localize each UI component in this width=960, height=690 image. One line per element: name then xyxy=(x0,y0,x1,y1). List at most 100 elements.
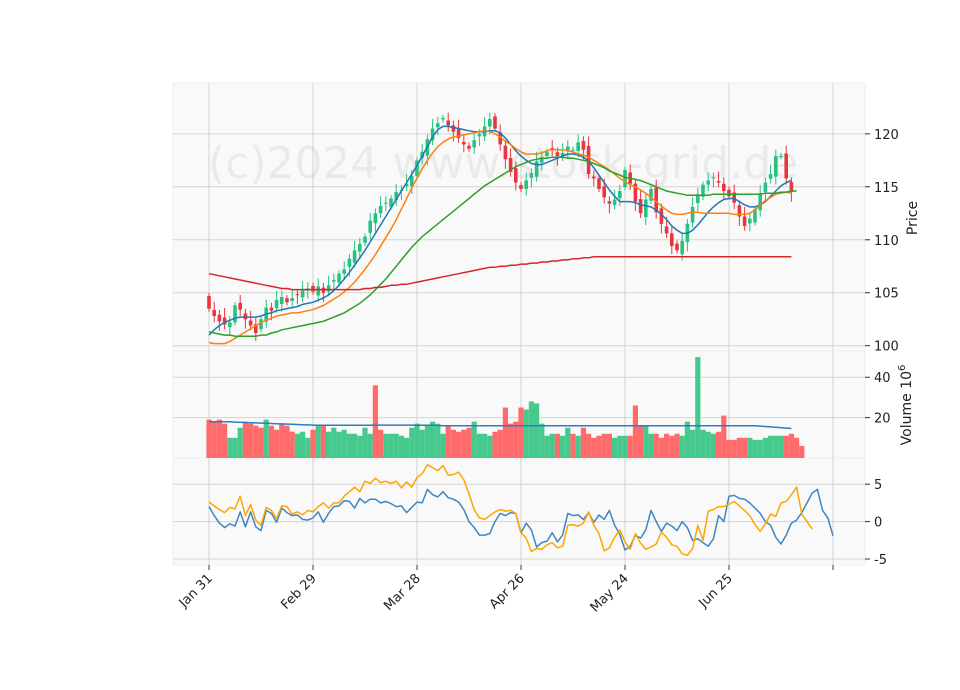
candle-body xyxy=(456,129,461,139)
volume-bar xyxy=(461,429,467,458)
volume-bar xyxy=(263,419,269,458)
candle-body xyxy=(571,149,575,151)
volume-bar xyxy=(393,433,399,458)
volume-bar xyxy=(253,425,259,458)
volume-bar xyxy=(523,409,529,458)
candle-body xyxy=(623,169,627,188)
volume-bar xyxy=(762,437,768,458)
candle-body xyxy=(732,192,736,203)
candle-body xyxy=(644,199,648,218)
volume-bar xyxy=(528,401,534,458)
candle-body xyxy=(784,153,788,179)
osc-y-tick-label: -5 xyxy=(874,553,887,568)
price-axis-label: Price xyxy=(905,201,921,235)
candle-body xyxy=(633,183,638,202)
candle-body xyxy=(670,233,674,247)
volume-bar xyxy=(679,435,685,458)
volume-bar xyxy=(518,407,524,458)
volume-bar xyxy=(211,421,217,458)
candle-body xyxy=(550,148,554,150)
volume-bar xyxy=(580,427,586,458)
candle-body xyxy=(337,273,341,283)
volume-bar xyxy=(331,427,337,458)
volume-bar xyxy=(736,437,742,458)
ma_long-line xyxy=(208,255,792,291)
volume-bar xyxy=(684,421,690,458)
candle-body xyxy=(592,176,596,179)
candle-body xyxy=(347,258,352,267)
volume-bar xyxy=(778,435,784,458)
volume-bar xyxy=(794,437,800,458)
candle-body xyxy=(389,198,393,207)
volume-bar xyxy=(773,435,779,458)
candle-body xyxy=(451,125,456,132)
volume-bar xyxy=(617,435,623,458)
volume-axis-label-text: Volume 10 xyxy=(899,371,915,445)
volume-bar xyxy=(653,433,659,458)
candle-body xyxy=(300,290,305,298)
candle-body xyxy=(748,218,752,224)
candle-body xyxy=(545,151,549,156)
volume-bar xyxy=(554,433,560,458)
candle-body xyxy=(555,152,560,157)
volume-bar xyxy=(372,385,378,458)
volume-bar xyxy=(430,421,436,458)
volume-bar xyxy=(726,439,732,458)
volume-bar xyxy=(419,429,425,458)
volume-bar xyxy=(222,423,228,458)
volume-bar xyxy=(674,433,680,458)
volume-bar xyxy=(497,429,503,458)
volume-bar xyxy=(279,423,285,458)
candle-body xyxy=(540,157,544,163)
volume-bar xyxy=(367,433,373,458)
price-y-tick-label: 100 xyxy=(874,340,899,355)
candle-body xyxy=(722,183,726,192)
volume-bar xyxy=(643,425,649,458)
volume-bar xyxy=(799,445,805,458)
volume-bar xyxy=(341,429,347,458)
volume-bar xyxy=(575,435,581,458)
volume-bar xyxy=(742,437,748,458)
volume-bar xyxy=(232,437,238,458)
candle-body xyxy=(519,185,523,189)
candle-body xyxy=(618,191,622,199)
candle-body xyxy=(737,205,742,217)
candle-body xyxy=(602,186,606,198)
volume-bar xyxy=(586,433,592,458)
candle-body xyxy=(581,141,586,150)
candle-body xyxy=(368,220,372,233)
candle-body xyxy=(503,145,508,160)
volume-bar xyxy=(596,435,602,458)
volume-bar xyxy=(502,407,508,458)
volume-bar xyxy=(565,427,571,458)
volume-bar xyxy=(404,437,410,458)
candle-body xyxy=(638,199,643,214)
volume-bar xyxy=(601,433,607,458)
volume-bar xyxy=(731,439,737,458)
x-tick-label: May 24 xyxy=(588,571,632,615)
volume-bar xyxy=(409,427,415,458)
candle-body xyxy=(534,161,539,177)
volume-bar xyxy=(216,419,222,458)
candle-body xyxy=(779,156,783,158)
volume-bar xyxy=(424,425,430,458)
candle-body xyxy=(612,199,617,206)
candle-body xyxy=(248,320,253,326)
volume-bar xyxy=(710,433,716,458)
watermark: (c)2024 www.stock-grid.de xyxy=(208,138,798,189)
volume-bar xyxy=(757,439,763,458)
candle-body xyxy=(706,180,710,185)
volume-bar xyxy=(456,431,462,458)
volume-bar xyxy=(466,427,472,458)
volume-bar xyxy=(414,423,420,458)
volume-bar xyxy=(534,403,540,458)
volume-bar xyxy=(242,421,248,458)
candle-body xyxy=(493,116,497,129)
candle-body xyxy=(228,322,232,328)
x-tick-label: Apr 26 xyxy=(487,571,528,612)
candle-body xyxy=(753,209,757,223)
volume-bar xyxy=(388,433,394,458)
candle-body xyxy=(285,298,289,303)
candle-body xyxy=(680,240,684,255)
candle-body xyxy=(508,157,513,172)
